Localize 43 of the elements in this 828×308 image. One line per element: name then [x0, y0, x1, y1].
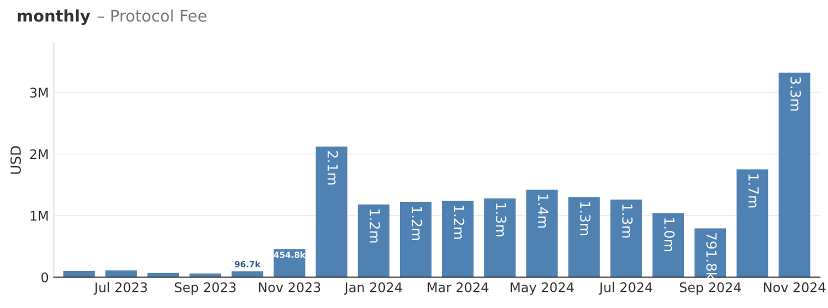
y-tick-label: 2M [30, 149, 48, 160]
data-label: 1.3m [580, 202, 591, 236]
data-label: 96.7k [234, 260, 261, 268]
chart-title: monthly [18, 9, 90, 26]
bar [232, 271, 264, 278]
data-label: 1.2m [370, 210, 380, 242]
bar [568, 197, 600, 278]
data-label: 1.2m [412, 207, 422, 240]
y-tick-label: 3M [30, 88, 48, 98]
bar [694, 228, 726, 278]
bar [778, 72, 810, 278]
data-label: 454.8k [274, 252, 306, 258]
data-label: 1.2m [454, 206, 464, 239]
x-tick-label: Mar 2024 [428, 282, 488, 292]
bar [484, 198, 516, 278]
data-label: 1.3m [496, 203, 506, 236]
x-tick-label: Jul 2023 [94, 282, 147, 295]
x-tick-label: Sep 2023 [174, 282, 236, 295]
data-label: 3.3m [790, 77, 801, 111]
bar [652, 213, 684, 278]
bar [400, 202, 432, 278]
bar [736, 169, 768, 278]
data-label: 2.1m [328, 151, 338, 185]
data-label: 791.8k [706, 233, 718, 280]
bar [442, 200, 474, 278]
x-tick-label: Jul 2024 [598, 282, 652, 295]
x-tick-label: May 2024 [510, 282, 574, 295]
data-label: 1.3m [622, 204, 633, 238]
y-tick-label: 0 [41, 272, 48, 282]
bar [358, 204, 390, 278]
bar [526, 190, 558, 278]
data-label: 1.7m [748, 174, 759, 208]
bar [610, 200, 642, 278]
chart-subtitle: – Protocol Fee [98, 9, 206, 22]
data-label: 1.0m [664, 218, 675, 252]
y-tick-label: 1M [30, 210, 48, 221]
x-tick-label: Sep 2024 [680, 282, 741, 295]
x-tick-label: Nov 2023 [259, 282, 320, 292]
data-label: 1.4m [538, 194, 548, 228]
y-axis-title: USD [10, 146, 21, 174]
bar [316, 146, 348, 278]
x-tick-label: Jan 2024 [344, 282, 402, 295]
x-tick-label: Nov 2024 [764, 282, 826, 292]
